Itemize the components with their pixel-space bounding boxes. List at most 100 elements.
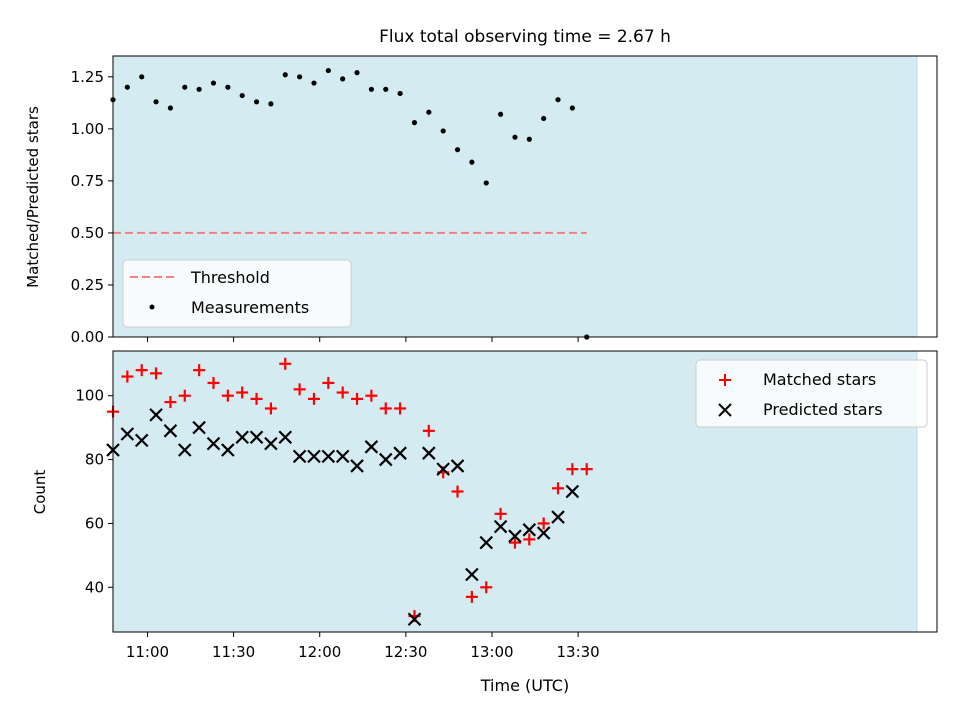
- matched-star-point: [566, 463, 579, 476]
- matched-star-point: [221, 389, 234, 402]
- predicted-star-point: [221, 443, 235, 457]
- matched-star-point: [279, 357, 292, 370]
- predicted-x-b: [364, 440, 379, 454]
- predicted-x-b: [436, 462, 450, 476]
- predicted-star-point: [307, 449, 321, 464]
- legend-predicted-swatch: [718, 403, 732, 417]
- measurement-point: [440, 128, 446, 134]
- predicted-star-point: [249, 430, 264, 444]
- measurement-point: [512, 134, 518, 140]
- y-tick-label: 40: [85, 578, 104, 596]
- measurement-point: [526, 136, 532, 142]
- predicted-x-b: [551, 510, 565, 524]
- measurement-point: [469, 159, 475, 165]
- legend-matched-label: Matched stars: [763, 370, 876, 389]
- matched-star-point: [178, 389, 191, 402]
- predicted-x-b: [493, 519, 508, 534]
- predicted-x-b: [120, 427, 135, 441]
- measurement-point: [139, 74, 145, 80]
- legend-matched-swatch: [719, 374, 731, 386]
- chart-title: Flux total observing time = 2.67 h: [379, 27, 671, 47]
- matched-star-point: [250, 392, 263, 405]
- measurement-point: [239, 92, 245, 99]
- measurement-point: [210, 80, 217, 86]
- y-tick-label: 1.00: [71, 120, 104, 138]
- matched-star-point: [207, 376, 220, 389]
- predicted-star-point: [422, 446, 436, 460]
- matched-star-point: [264, 402, 277, 415]
- predicted-star-point: [551, 510, 565, 524]
- predicted-x-b: [450, 459, 465, 473]
- predicted-x-b: [134, 433, 149, 448]
- measurement-point: [340, 76, 346, 82]
- y-tick-label: 0.25: [71, 276, 104, 294]
- matched-star-point: [307, 392, 320, 405]
- y-tick-label: 60: [85, 514, 104, 532]
- predicted-star-point: [120, 427, 135, 441]
- predicted-x-b: [221, 443, 235, 457]
- measurement-point: [253, 99, 260, 105]
- matched-star-point: [293, 383, 306, 396]
- matched-star-point: [494, 507, 507, 520]
- predicted-star-point: [407, 612, 422, 627]
- measurement-point: [555, 97, 561, 103]
- measurement-points: [110, 67, 590, 340]
- bottom-legend-box: [695, 359, 928, 428]
- matched-star-point: [480, 581, 493, 594]
- predicted-star-point: [436, 462, 450, 476]
- top-y-axis-label: Matched/Predicted stars: [24, 106, 42, 288]
- matched-star-point: [336, 386, 349, 399]
- bottom-axes-frame: [112, 350, 938, 633]
- measurement-point: [483, 180, 489, 186]
- matched-star-point: [465, 590, 478, 603]
- predicted-star-point: [177, 443, 192, 457]
- x-tick-label: 11:00: [126, 643, 169, 661]
- matched-stars-points: [107, 357, 593, 623]
- predicted-star-point: [364, 440, 379, 454]
- matched-star-point: [193, 364, 206, 377]
- y-tick-label: 100: [75, 387, 104, 405]
- predicted-star-point: [479, 535, 494, 550]
- predicted-star-point: [321, 449, 336, 464]
- measurement-point: [225, 84, 231, 90]
- bottom-legend: Matched stars Predicted stars: [695, 359, 928, 428]
- predicted-star-point: [192, 420, 206, 435]
- matched-star-point: [322, 376, 335, 389]
- predicted-x-b: [335, 449, 350, 464]
- measurement-point: [411, 120, 418, 126]
- measurement-point: [497, 111, 504, 117]
- predicted-star-point: [536, 526, 551, 540]
- y-tick-label: 0.00: [71, 328, 104, 346]
- matched-star-point: [164, 396, 177, 409]
- predicted-x-b: [565, 484, 580, 499]
- matched-star-point: [121, 370, 134, 383]
- predicted-x-b: [177, 443, 192, 457]
- measurement-point: [268, 101, 274, 107]
- matched-star-point: [552, 482, 565, 495]
- predicted-x-b: [407, 612, 422, 627]
- measurement-point: [196, 86, 202, 92]
- measurement-point: [182, 84, 188, 90]
- ratio-panel: Flux total observing time = 2.67 h 0.00 0…: [24, 27, 938, 346]
- measurement-point: [124, 84, 130, 90]
- predicted-star-point: [134, 433, 149, 448]
- matched-star-point: [236, 386, 249, 399]
- predicted-x-b: [192, 420, 206, 435]
- predicted-x-b: [307, 449, 321, 464]
- predicted-x-b: [508, 529, 522, 543]
- predicted-x-b: [235, 430, 249, 444]
- predicted-x-b: [393, 446, 407, 460]
- predicted-x-b: [422, 446, 436, 460]
- predicted-stars-points: [106, 408, 580, 627]
- predicted-star-point: [206, 436, 221, 451]
- x-tick-label: 12:00: [298, 643, 341, 661]
- measurement-point: [297, 74, 303, 80]
- matched-star-point: [422, 424, 435, 437]
- predicted-x-b: [378, 452, 393, 467]
- measurement-point: [454, 147, 461, 153]
- measurement-point: [354, 70, 360, 76]
- predicted-x-b: [321, 449, 336, 464]
- predicted-star-point: [235, 430, 249, 444]
- measurement-point: [282, 72, 288, 78]
- predicted-star-point: [149, 408, 163, 422]
